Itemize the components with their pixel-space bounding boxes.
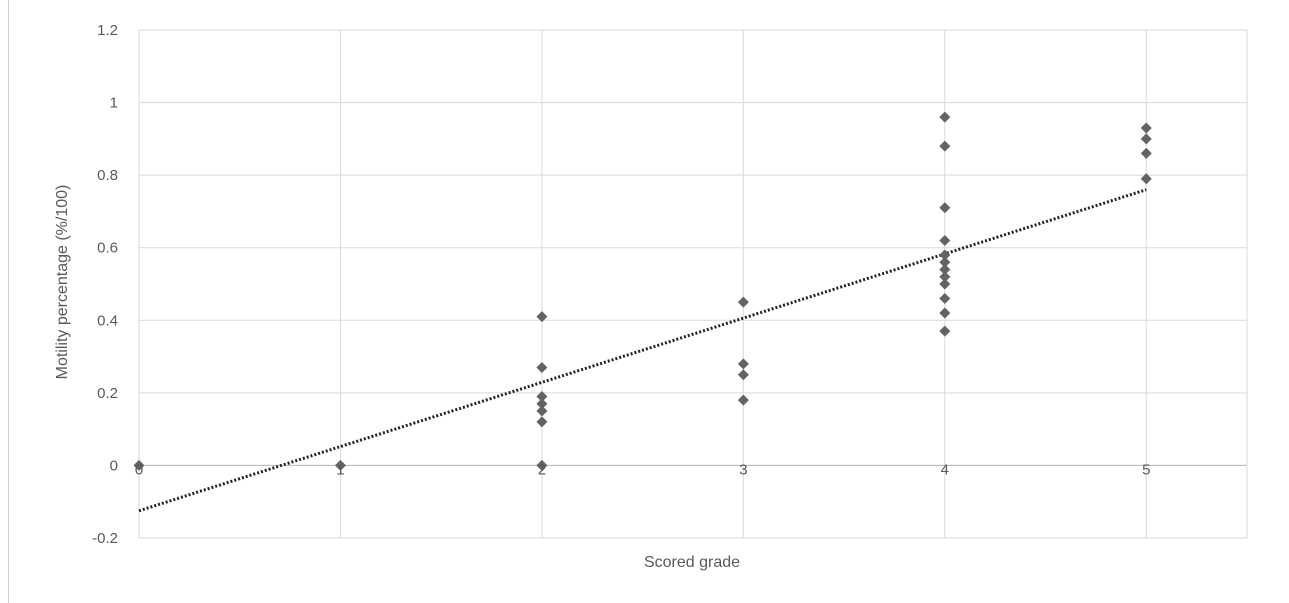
data-point-0-24 bbox=[939, 325, 951, 337]
data-points bbox=[133, 111, 1152, 471]
y-tick-label-7: 1.2 bbox=[97, 22, 118, 39]
y-tick-label-4: 0.6 bbox=[97, 240, 118, 257]
data-point-0-21 bbox=[939, 278, 951, 290]
data-point-0-18 bbox=[939, 256, 951, 268]
y-tick-label-3: 0.4 bbox=[97, 312, 118, 329]
data-point-0-3 bbox=[536, 361, 548, 373]
x-tick-labels: 0 1 2 3 4 5 bbox=[135, 461, 1151, 478]
data-point-0-4 bbox=[536, 390, 548, 402]
data-point-0-1 bbox=[334, 459, 346, 471]
data-point-0-2 bbox=[536, 311, 548, 323]
trendline-layer bbox=[138, 188, 1147, 513]
y-axis-title: Motility percentage (%/100) bbox=[54, 185, 71, 380]
data-point-0-20 bbox=[939, 271, 951, 283]
left-border-line bbox=[8, 0, 9, 603]
x-tick-label-4: 4 bbox=[941, 461, 949, 478]
x-tick-label-3: 3 bbox=[739, 461, 747, 478]
data-point-0-12 bbox=[737, 394, 749, 406]
data-point-0-10 bbox=[737, 358, 749, 370]
data-point-0-16 bbox=[939, 234, 951, 246]
y-tick-label-5: 0.8 bbox=[97, 167, 118, 184]
y-tick-label-1: 0 bbox=[110, 457, 118, 474]
data-point-0-25 bbox=[1140, 122, 1152, 134]
x-tick-label-0: 0 bbox=[135, 461, 143, 478]
data-point-0-9 bbox=[737, 296, 749, 308]
data-point-0-13 bbox=[939, 111, 951, 123]
data-point-0-7 bbox=[536, 416, 548, 428]
y-tick-label-2: 0.2 bbox=[97, 385, 118, 402]
data-point-0-19 bbox=[939, 263, 951, 275]
data-point-0-23 bbox=[939, 307, 951, 319]
data-point-0-17 bbox=[939, 249, 951, 261]
y-tick-label-6: 1 bbox=[110, 95, 118, 112]
data-point-0-8 bbox=[536, 459, 548, 471]
x-tick-label-1: 1 bbox=[336, 461, 344, 478]
data-point-0-0 bbox=[133, 459, 145, 471]
gridlines bbox=[138, 29, 1248, 539]
data-point-0-27 bbox=[1140, 147, 1152, 159]
x-tick-label-5: 5 bbox=[1142, 461, 1150, 478]
data-point-0-22 bbox=[939, 293, 951, 305]
data-point-0-14 bbox=[939, 140, 951, 152]
trendline bbox=[138, 188, 1147, 513]
data-point-0-26 bbox=[1140, 133, 1152, 145]
x-tick-label-2: 2 bbox=[538, 461, 546, 478]
y-tick-label-0: -0.2 bbox=[92, 530, 118, 547]
data-point-0-15 bbox=[939, 202, 951, 214]
data-point-0-5 bbox=[536, 398, 548, 410]
y-tick-labels: -0.2 0 0.2 0.4 0.6 0.8 1 1.2 bbox=[92, 22, 118, 547]
data-point-0-6 bbox=[536, 405, 548, 417]
data-point-0-11 bbox=[737, 369, 749, 381]
x-axis-title: Scored grade bbox=[644, 554, 740, 571]
data-point-0-28 bbox=[1140, 173, 1152, 185]
